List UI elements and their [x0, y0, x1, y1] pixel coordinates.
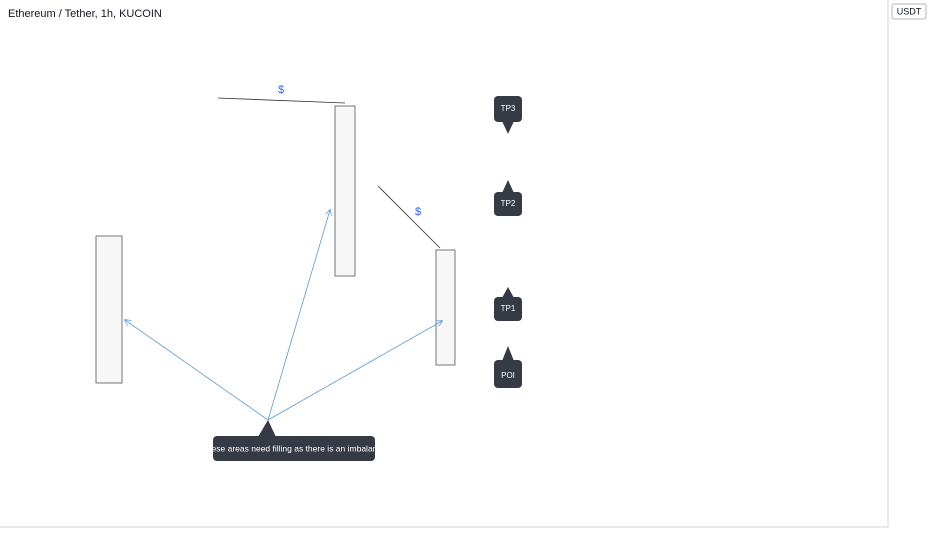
currency: USDT [897, 6, 922, 16]
liquidity-mark: $ [278, 84, 284, 96]
arrows [125, 210, 442, 421]
chart-title: Ethereum / Tether, 1h, KUCOIN [8, 8, 162, 20]
target-label: TP3 [501, 104, 516, 113]
currency-box [891, 3, 927, 20]
target-label: TP2 [501, 199, 516, 208]
note: These areas need filling as there is an … [202, 443, 387, 453]
trend-lines [217, 97, 441, 249]
target-label: POI [501, 371, 515, 380]
target-label: TP1 [501, 304, 516, 313]
liquidity-mark: $ [415, 206, 421, 218]
imbalance-boxes [95, 105, 456, 384]
target-callouts [213, 96, 522, 461]
